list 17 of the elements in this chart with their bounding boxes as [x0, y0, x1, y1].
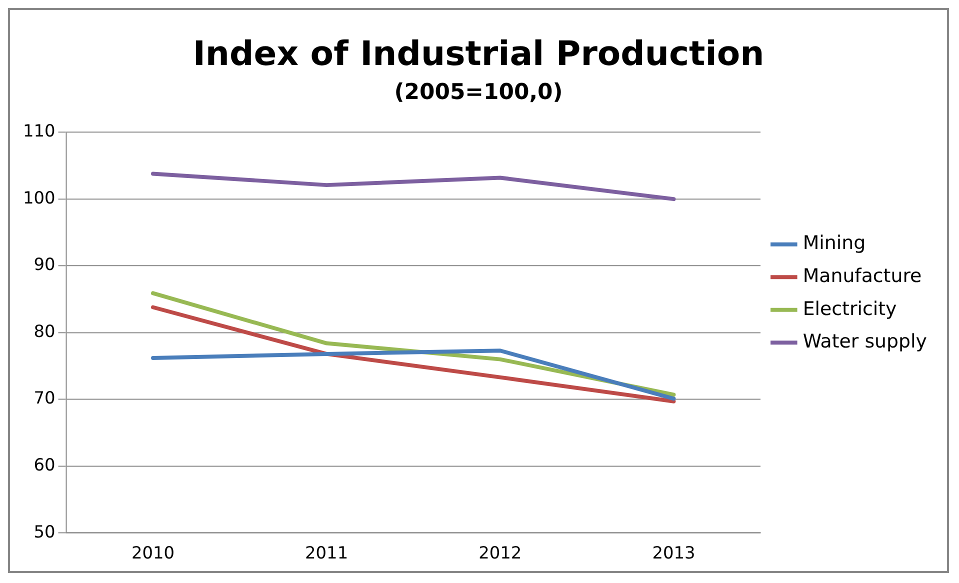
- legend-label: Water supply: [802, 330, 927, 353]
- legend-label: Manufacture: [802, 265, 922, 287]
- x-tick-label: 2013: [652, 542, 696, 562]
- chart-subtitle: (2005=100,0): [394, 80, 563, 106]
- y-tick-label: 60: [34, 454, 56, 474]
- y-tick-label: 50: [34, 521, 56, 542]
- y-tick-label: 100: [22, 188, 56, 208]
- x-tick-label: 2010: [131, 542, 175, 562]
- legend-label: Mining: [802, 232, 866, 254]
- y-tick-label: 110: [22, 120, 56, 141]
- x-tick-label: 2011: [305, 542, 348, 562]
- legend-label: Electricity: [802, 298, 897, 320]
- y-tick-label: 80: [34, 321, 56, 341]
- chart-title: Index of Industrial Production: [192, 34, 764, 73]
- x-tick-label: 2012: [478, 542, 522, 562]
- y-tick-label: 70: [34, 388, 56, 408]
- y-tick-label: 90: [34, 254, 56, 274]
